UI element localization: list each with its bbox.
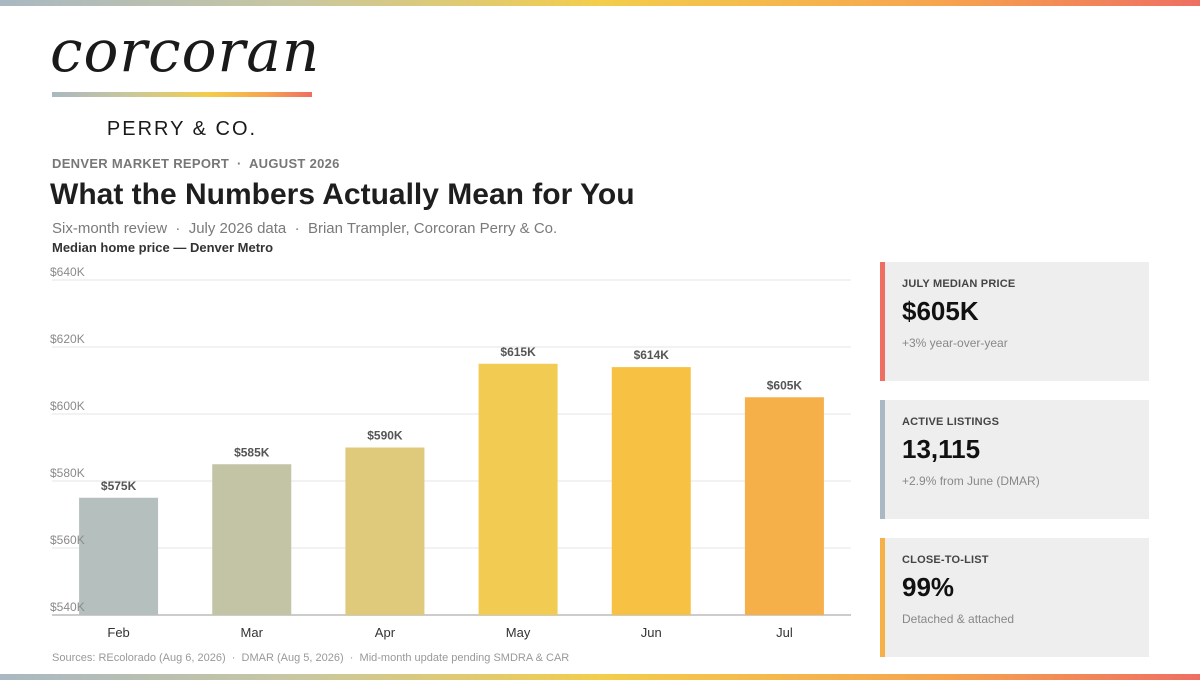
bar-data-label: $590K: [367, 429, 403, 443]
y-tick-label: $620K: [50, 332, 85, 346]
bottom-accent-stripe: [0, 674, 1200, 680]
stat-card-label: JULY MEDIAN PRICE: [902, 278, 1016, 290]
bar-may: [478, 363, 558, 615]
sources-footnote: Sources: REcolorado (Aug 6, 2026) · DMAR…: [52, 652, 570, 664]
chart-labels: $540K $560K $580K $600K $620K $640K $575K Feb $5…: [50, 265, 802, 640]
stat-card-note: +2.9% from June (DMAR): [902, 474, 1040, 488]
x-category-label: May: [506, 625, 531, 640]
y-tick-label: $560K: [50, 533, 85, 547]
top-accent-stripe: [0, 0, 1200, 6]
bar-jun: [611, 367, 691, 615]
stat-card-median-price: JULY MEDIAN PRICE $605K +3% year-over-ye…: [880, 262, 1149, 381]
bar-apr: [345, 447, 425, 615]
stat-card-value: $605K: [902, 296, 979, 326]
x-category-label: Mar: [241, 625, 264, 640]
bar-data-label: $585K: [234, 445, 270, 459]
bar-data-label: $615K: [500, 345, 536, 359]
x-category-label: Jul: [776, 625, 793, 640]
bar-jul: [744, 397, 824, 615]
x-category-label: Apr: [375, 625, 396, 640]
y-tick-label: $580K: [50, 466, 85, 480]
stat-card-value: 13,115: [902, 434, 981, 464]
median-price-bar-chart: $540K $560K $580K $600K $620K $640K $575K Feb $5…: [50, 265, 851, 640]
page-title: What the Numbers Actually Mean for You: [50, 178, 635, 211]
stat-card-label: ACTIVE LISTINGS: [902, 416, 1000, 428]
x-category-label: Feb: [107, 625, 129, 640]
y-tick-label: $640K: [50, 265, 85, 279]
brand-wordmark: corcoran: [50, 17, 321, 85]
stat-card-close-to-list: CLOSE-TO-LIST 99% Detached & attached: [880, 538, 1149, 657]
report-eyebrow: DENVER MARKET REPORT · AUGUST 2026: [52, 156, 340, 171]
stat-card-label: CLOSE-TO-LIST: [902, 554, 989, 566]
bar-mar: [212, 464, 292, 615]
y-tick-label: $600K: [50, 399, 85, 413]
brand-subbrand: PERRY & CO.: [106, 118, 258, 140]
bar-data-label: $605K: [767, 378, 803, 392]
stat-card-note: +3% year-over-year: [902, 336, 1008, 350]
stat-card-value: 99%: [902, 572, 955, 602]
x-category-label: Jun: [641, 625, 662, 640]
bar-feb: [79, 497, 159, 615]
chart-title: Median home price — Denver Metro: [52, 240, 274, 255]
report-subline: Six-month review · July 2026 data · Bria…: [52, 220, 558, 237]
y-tick-label: $540K: [50, 600, 85, 614]
stat-card-active-listings: ACTIVE LISTINGS 13,115 +2.9% from June (…: [880, 400, 1149, 519]
stat-card-note: Detached & attached: [902, 612, 1015, 626]
bar-data-label: $614K: [634, 348, 670, 362]
chart-gridlines: [52, 279, 851, 616]
chart-bars: [79, 363, 824, 615]
brand-accent-bar: [52, 92, 312, 97]
bar-data-label: $575K: [101, 479, 137, 493]
